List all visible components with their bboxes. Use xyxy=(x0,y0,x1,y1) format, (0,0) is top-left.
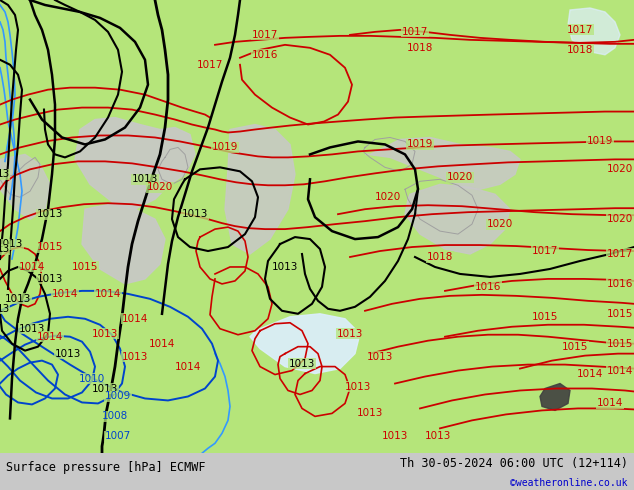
Text: 13: 13 xyxy=(0,170,10,179)
Text: 1014: 1014 xyxy=(607,366,633,375)
Text: 1013: 1013 xyxy=(289,359,315,368)
Text: 1013: 1013 xyxy=(92,384,118,393)
Text: 1014: 1014 xyxy=(37,332,63,342)
Text: 1013: 1013 xyxy=(272,262,298,272)
Text: 1014: 1014 xyxy=(597,398,623,409)
Text: 1013: 1013 xyxy=(132,174,158,184)
Text: 1013: 1013 xyxy=(367,352,393,362)
Text: 13: 13 xyxy=(0,244,10,254)
Text: 13: 13 xyxy=(0,304,10,314)
Text: 1017: 1017 xyxy=(532,246,558,256)
Text: 1017: 1017 xyxy=(197,60,223,70)
Text: 1013: 1013 xyxy=(382,431,408,441)
Polygon shape xyxy=(82,204,165,284)
Text: 1015: 1015 xyxy=(607,339,633,349)
Text: 1020: 1020 xyxy=(147,182,173,192)
Text: 1014: 1014 xyxy=(95,289,121,299)
Text: 1013: 1013 xyxy=(19,324,45,334)
Text: 1013: 1013 xyxy=(37,209,63,219)
Text: 1013: 1013 xyxy=(0,239,23,249)
Polygon shape xyxy=(225,124,295,254)
Text: 1013: 1013 xyxy=(345,382,371,392)
Text: 1013: 1013 xyxy=(425,431,451,441)
Text: 1018: 1018 xyxy=(427,252,453,262)
Text: 1014: 1014 xyxy=(577,368,603,379)
Text: 1013: 1013 xyxy=(92,329,118,339)
Text: 1014: 1014 xyxy=(19,262,45,272)
Text: 1013: 1013 xyxy=(5,294,31,304)
Text: 1009: 1009 xyxy=(105,392,131,401)
Text: 1007: 1007 xyxy=(105,431,131,441)
Polygon shape xyxy=(568,8,620,55)
Polygon shape xyxy=(0,453,634,490)
Text: 1017: 1017 xyxy=(567,25,593,35)
Text: 1016: 1016 xyxy=(607,279,633,289)
Polygon shape xyxy=(0,154,50,219)
Text: 1016: 1016 xyxy=(475,282,501,292)
Text: 1016: 1016 xyxy=(252,50,278,60)
Polygon shape xyxy=(250,314,360,373)
Text: 1015: 1015 xyxy=(37,242,63,252)
Text: ©weatheronline.co.uk: ©weatheronline.co.uk xyxy=(510,478,628,489)
Text: 1013: 1013 xyxy=(37,274,63,284)
Text: 1015: 1015 xyxy=(532,312,558,322)
Text: 1019: 1019 xyxy=(212,143,238,152)
Text: 1010: 1010 xyxy=(79,373,105,384)
Text: 1014: 1014 xyxy=(52,289,78,299)
Text: 1013: 1013 xyxy=(122,352,148,362)
Text: 1008: 1008 xyxy=(102,412,128,421)
Text: 1018: 1018 xyxy=(567,45,593,55)
Text: 1014: 1014 xyxy=(149,339,175,349)
Text: 1017: 1017 xyxy=(607,249,633,259)
Text: 1013: 1013 xyxy=(182,209,208,219)
Text: 1017: 1017 xyxy=(402,27,428,37)
Text: 1020: 1020 xyxy=(607,164,633,174)
Text: 1014: 1014 xyxy=(122,314,148,324)
Text: 1015: 1015 xyxy=(72,262,98,272)
Text: 1020: 1020 xyxy=(607,214,633,224)
Text: 1019: 1019 xyxy=(407,140,433,149)
Text: 1013: 1013 xyxy=(55,348,81,359)
Text: 1020: 1020 xyxy=(447,172,473,182)
Polygon shape xyxy=(365,138,520,189)
Polygon shape xyxy=(405,184,510,254)
Text: 1017: 1017 xyxy=(252,30,278,40)
Text: 1015: 1015 xyxy=(607,309,633,319)
Text: 1015: 1015 xyxy=(562,342,588,352)
Polygon shape xyxy=(540,384,570,411)
Text: 1018: 1018 xyxy=(407,43,433,53)
Text: 1020: 1020 xyxy=(487,219,513,229)
Polygon shape xyxy=(75,118,195,209)
Text: 1014: 1014 xyxy=(175,362,201,371)
Text: 1013: 1013 xyxy=(357,408,383,418)
Text: 1020: 1020 xyxy=(375,192,401,202)
Text: 1019: 1019 xyxy=(587,136,613,147)
Text: 1013: 1013 xyxy=(337,329,363,339)
Text: Surface pressure [hPa] ECMWF: Surface pressure [hPa] ECMWF xyxy=(6,462,206,474)
Text: Th 30-05-2024 06:00 UTC (12+114): Th 30-05-2024 06:00 UTC (12+114) xyxy=(399,457,628,470)
